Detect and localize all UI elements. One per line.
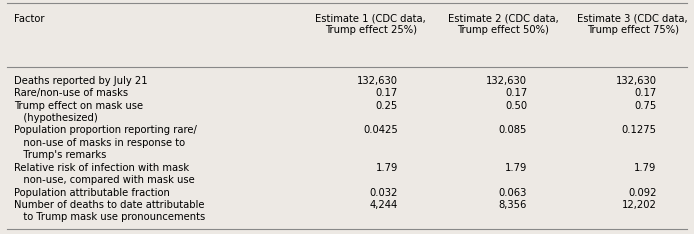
- Text: Trump's remarks: Trump's remarks: [14, 150, 106, 160]
- Text: non-use, compared with mask use: non-use, compared with mask use: [14, 175, 194, 185]
- Text: Estimate 2 (CDC data,
Trump effect 50%): Estimate 2 (CDC data, Trump effect 50%): [448, 14, 559, 35]
- Text: Deaths reported by July 21: Deaths reported by July 21: [14, 76, 147, 86]
- Text: Number of deaths to date attributable: Number of deaths to date attributable: [14, 200, 204, 210]
- Text: 0.17: 0.17: [375, 88, 398, 98]
- Text: Relative risk of infection with mask: Relative risk of infection with mask: [14, 163, 189, 173]
- Text: 0.0425: 0.0425: [363, 125, 398, 135]
- Text: 8,356: 8,356: [499, 200, 527, 210]
- Text: 132,630: 132,630: [357, 76, 398, 86]
- Text: 0.25: 0.25: [375, 101, 398, 111]
- Text: 1.79: 1.79: [634, 163, 657, 173]
- Text: Population proportion reporting rare/: Population proportion reporting rare/: [14, 125, 196, 135]
- Text: Trump effect on mask use: Trump effect on mask use: [14, 101, 143, 111]
- Text: 0.75: 0.75: [634, 101, 657, 111]
- Text: 132,630: 132,630: [486, 76, 527, 86]
- Text: 0.085: 0.085: [499, 125, 527, 135]
- Text: 0.1275: 0.1275: [621, 125, 657, 135]
- Text: 0.063: 0.063: [499, 187, 527, 197]
- Text: 0.17: 0.17: [634, 88, 657, 98]
- Text: non-use of masks in response to: non-use of masks in response to: [14, 138, 185, 148]
- Text: 0.032: 0.032: [370, 187, 398, 197]
- Text: Factor: Factor: [14, 14, 44, 24]
- Text: Population attributable fraction: Population attributable fraction: [14, 187, 169, 197]
- Text: 0.092: 0.092: [628, 187, 657, 197]
- Text: Estimate 3 (CDC data,
Trump effect 75%): Estimate 3 (CDC data, Trump effect 75%): [577, 14, 688, 35]
- Text: Rare/non-use of masks: Rare/non-use of masks: [14, 88, 128, 98]
- Text: to Trump mask use pronouncements: to Trump mask use pronouncements: [14, 212, 205, 222]
- Text: 0.50: 0.50: [505, 101, 527, 111]
- Text: Estimate 1 (CDC data,
Trump effect 25%): Estimate 1 (CDC data, Trump effect 25%): [316, 14, 426, 35]
- Text: (hypothesized): (hypothesized): [14, 113, 97, 123]
- Text: 132,630: 132,630: [616, 76, 657, 86]
- Text: 4,244: 4,244: [370, 200, 398, 210]
- Text: 1.79: 1.79: [375, 163, 398, 173]
- Text: 12,202: 12,202: [622, 200, 657, 210]
- Text: 1.79: 1.79: [505, 163, 527, 173]
- Text: 0.17: 0.17: [505, 88, 527, 98]
